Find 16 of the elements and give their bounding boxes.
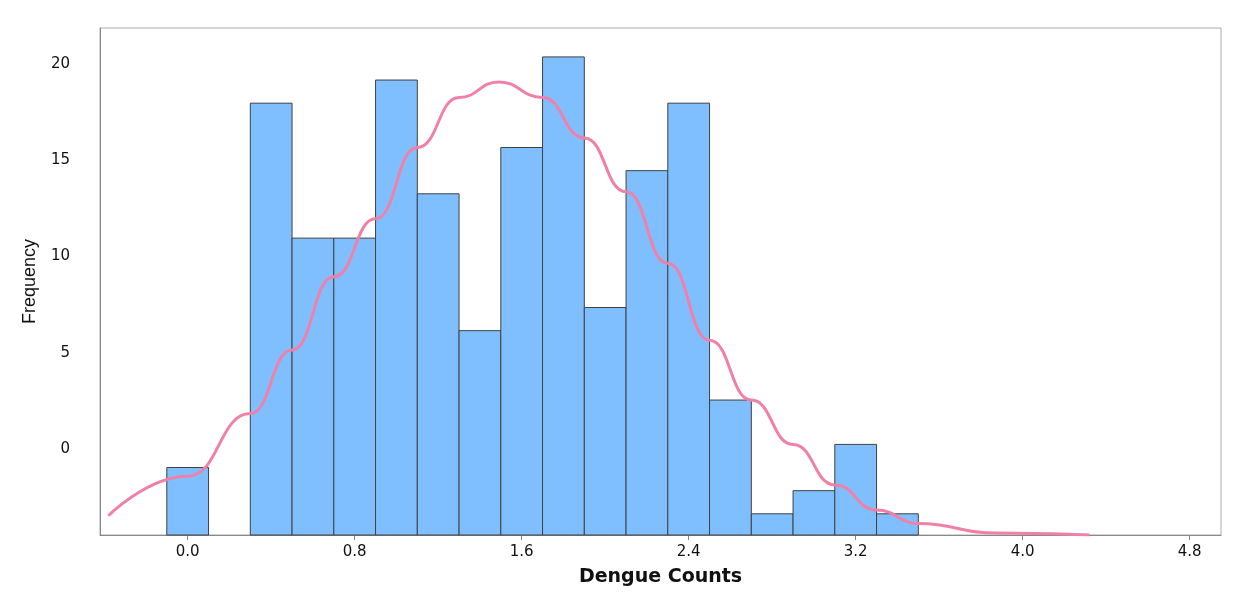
bar <box>166 467 210 536</box>
line-series <box>106 80 1091 537</box>
y-tick-label: 5 <box>60 342 70 361</box>
x-tick-label: 4.0 <box>1010 541 1035 560</box>
x-tick-label: 0.8 <box>342 541 367 560</box>
y-axis-title: Frequency <box>19 238 39 325</box>
x-tick-label: 0.0 <box>175 541 200 560</box>
x-tick-label: 2.4 <box>676 541 701 560</box>
y-tick-label: 0 <box>60 439 70 458</box>
x-tick-label: 3.2 <box>843 541 868 560</box>
x-tick-label: 4.8 <box>1177 541 1202 560</box>
x-axis-title: Dengue Counts <box>578 563 743 586</box>
x-tick-label: 1.6 <box>509 541 534 560</box>
y-tick-label: 10 <box>50 246 70 265</box>
y-tick-label: 15 <box>50 150 70 169</box>
y-tick-label: 20 <box>50 53 70 72</box>
